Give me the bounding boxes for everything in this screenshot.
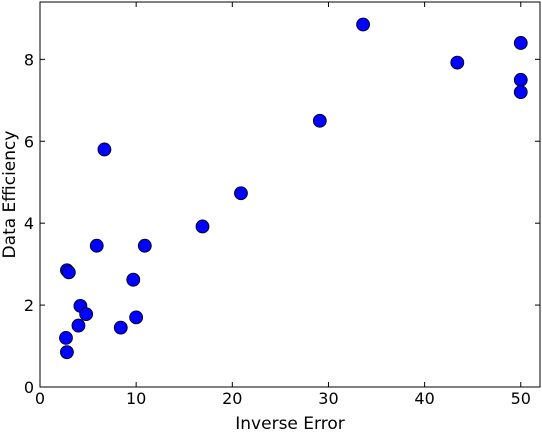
x-tick-label: 50: [511, 389, 531, 408]
x-tick-label: 10: [126, 389, 146, 408]
scatter-point: [59, 330, 73, 345]
y-tick-label: 4: [24, 214, 34, 233]
axis-tick-labels: 0 10 20 30 40 50 0 2 4 6 8: [24, 50, 531, 408]
scatter-point: [234, 186, 248, 201]
x-tick-label: 40: [414, 389, 434, 408]
y-axis-title: Data Efficiency: [0, 131, 20, 259]
scatter-point: [356, 17, 370, 32]
y-tick-label: 0: [24, 378, 34, 397]
x-tick-label: 30: [318, 389, 338, 408]
plot-frame: [39, 1, 541, 388]
x-tick-label: 20: [222, 389, 242, 408]
scatter-point: [79, 307, 94, 321]
scatter-point: [312, 113, 327, 128]
scatter-point: [513, 72, 528, 87]
scatter-point: [97, 142, 112, 157]
scatter-point: [61, 265, 76, 280]
axis-ticks: [39, 2, 540, 388]
scatter-point: [126, 272, 141, 287]
scatter-point: [513, 85, 528, 100]
scatter-point: [71, 318, 86, 333]
scatter-point: [89, 238, 104, 253]
scatter-point: [113, 320, 128, 335]
x-axis-title: Inverse Error: [235, 414, 344, 432]
y-tick-label: 6: [24, 132, 34, 151]
scatter-point: [137, 238, 152, 253]
scatter-point: [195, 219, 210, 234]
scatter-point: [60, 345, 74, 360]
y-tick-label: 8: [24, 50, 34, 69]
scatter-point: [450, 55, 465, 70]
data-points: [59, 17, 528, 360]
y-tick-label: 2: [24, 296, 34, 315]
x-tick-label: 0: [35, 389, 45, 408]
scatter-point: [129, 310, 144, 325]
scatter-point: [513, 36, 528, 50]
